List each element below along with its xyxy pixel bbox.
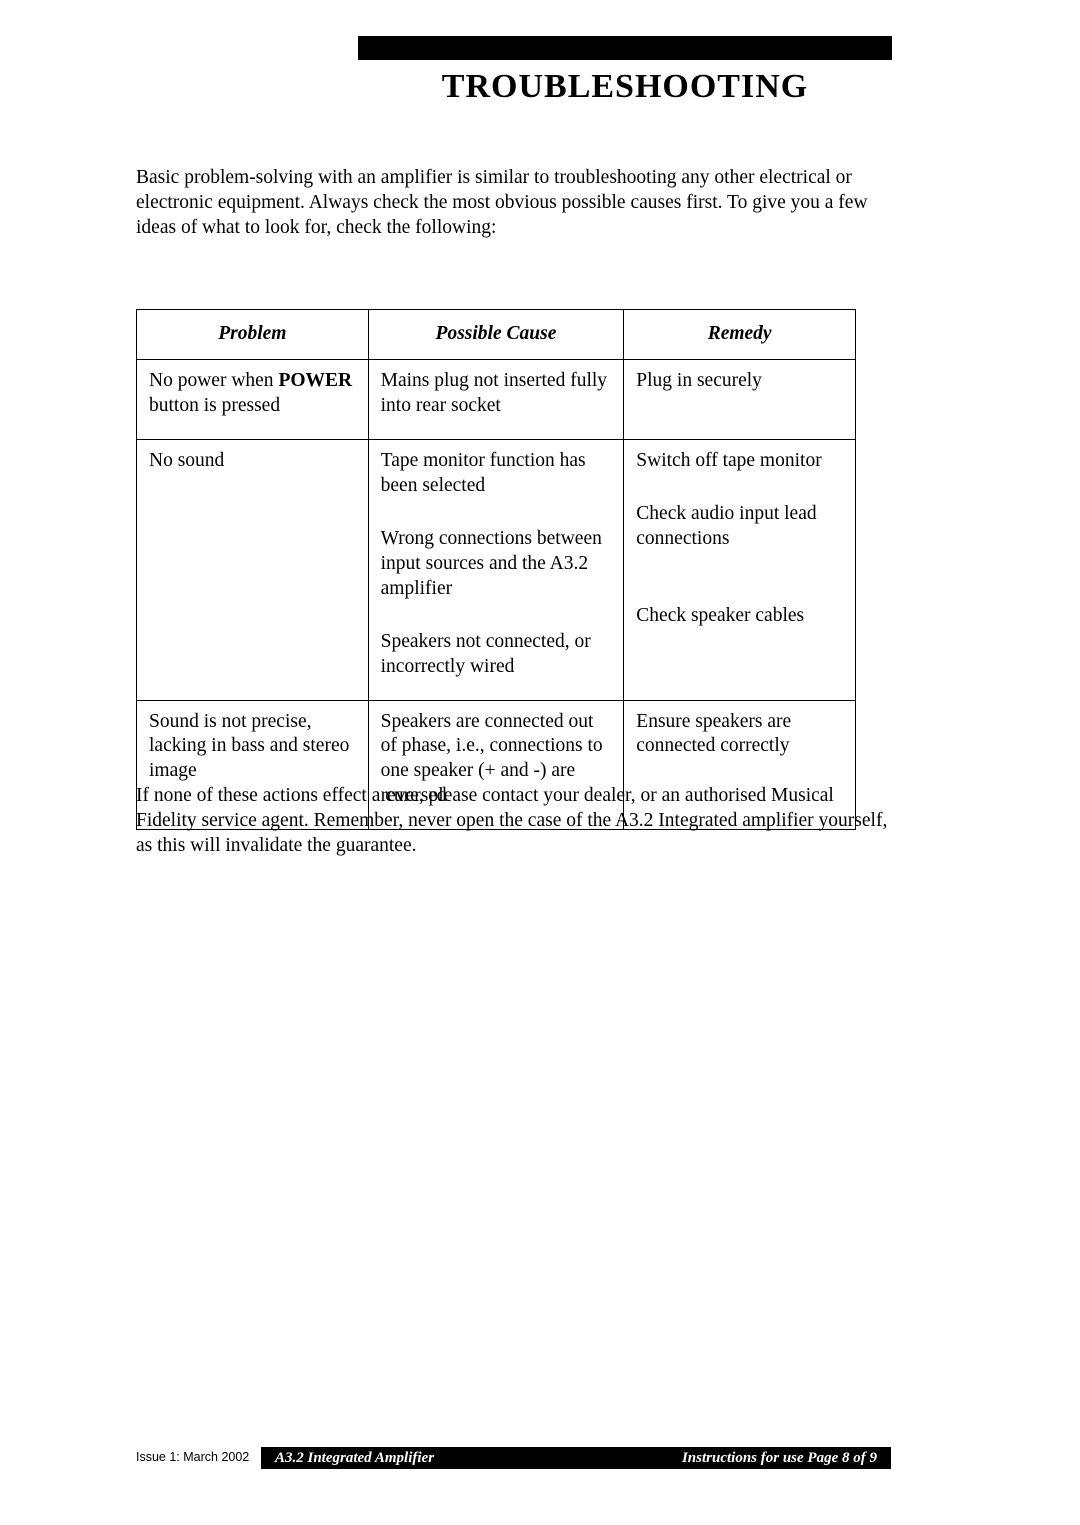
remedy-text: Switch off tape monitor <box>636 449 843 474</box>
footer-issue: Issue 1: March 2002 <box>136 1450 249 1464</box>
remedy-text: Check audio input lead connections <box>636 502 843 552</box>
header-problem: Problem <box>137 310 369 360</box>
page-title: TROUBLESHOOTING <box>358 60 892 106</box>
header-black-bar <box>358 36 892 60</box>
problem-text-pre: No power when <box>149 370 278 391</box>
problem-text-pre: Sound is not precise, lacking in bass an… <box>149 711 349 782</box>
cell-problem: No sound <box>137 439 369 700</box>
problem-text-pre: No sound <box>149 450 224 471</box>
header-remedy: Remedy <box>624 310 856 360</box>
cause-text: Mains plug not inserted fully into rear … <box>381 369 612 419</box>
remedy-text: Plug in securely <box>636 369 843 394</box>
header-cause: Possible Cause <box>368 310 624 360</box>
table-row: No power when POWER button is pressed Ma… <box>137 359 856 439</box>
troubleshooting-table-container: Problem Possible Cause Remedy No power w… <box>136 309 856 830</box>
cell-cause: Tape monitor function has been selected … <box>368 439 624 700</box>
cell-remedy: Switch off tape monitor Check audio inpu… <box>624 439 856 700</box>
troubleshooting-table: Problem Possible Cause Remedy No power w… <box>136 309 856 830</box>
problem-text-post: button is pressed <box>149 395 280 416</box>
problem-text-bold: POWER <box>278 370 352 391</box>
footer-product: A3.2 Integrated Amplifier <box>275 1450 434 1467</box>
remedy-text: Ensure speakers are connected correctly <box>636 710 843 760</box>
cell-remedy: Plug in securely <box>624 359 856 439</box>
cell-problem: No power when POWER button is pressed <box>137 359 369 439</box>
cause-text: Speakers not connected, or incorrectly w… <box>381 630 612 680</box>
table-header-row: Problem Possible Cause Remedy <box>137 310 856 360</box>
intro-paragraph: Basic problem-solving with an amplifier … <box>136 166 896 241</box>
cell-cause: Mains plug not inserted fully into rear … <box>368 359 624 439</box>
cause-text: Tape monitor function has been selected <box>381 449 612 499</box>
outro-paragraph: If none of these actions effect a cure, … <box>136 784 896 859</box>
remedy-text: Check speaker cables <box>636 604 843 629</box>
table-row: No sound Tape monitor function has been … <box>137 439 856 700</box>
cause-text: Wrong connections between input sources … <box>381 527 612 602</box>
footer-pageinfo: Instructions for use Page 8 of 9 <box>682 1450 877 1467</box>
footer-black-bar: A3.2 Integrated Amplifier Instructions f… <box>261 1447 891 1469</box>
